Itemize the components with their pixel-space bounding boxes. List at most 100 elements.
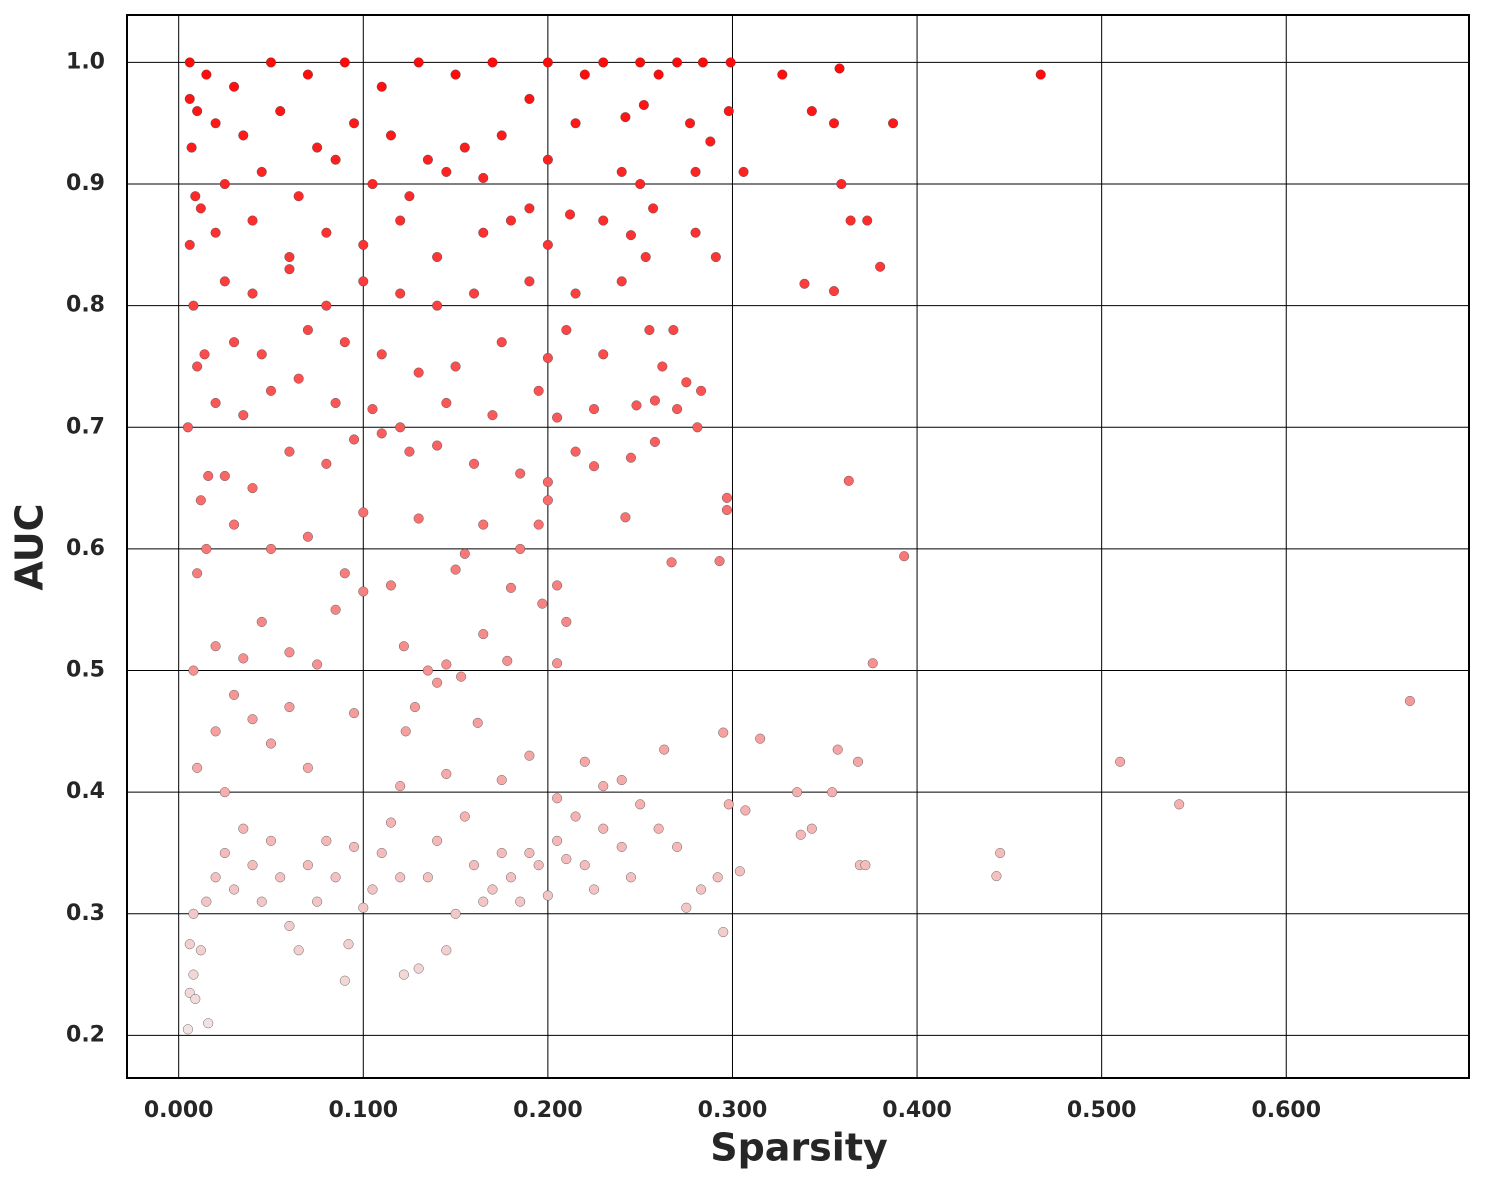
point: [195, 945, 206, 956]
point: [459, 142, 470, 153]
point: [247, 860, 258, 871]
point: [659, 744, 670, 755]
point: [284, 446, 295, 457]
point: [570, 446, 581, 457]
point: [697, 57, 708, 68]
point: [459, 811, 470, 822]
point: [190, 993, 201, 1004]
y-tick-label: 0.8: [66, 293, 105, 318]
y-tick-label: 1.0: [66, 49, 105, 74]
point: [385, 580, 396, 591]
point: [533, 385, 544, 396]
point: [192, 762, 203, 773]
y-tick-label: 0.3: [66, 901, 105, 926]
point: [515, 543, 526, 554]
point: [450, 361, 461, 372]
y-axis-title: AUC: [8, 504, 52, 591]
point: [598, 57, 609, 68]
point: [395, 781, 406, 792]
point: [681, 377, 692, 388]
point: [570, 811, 581, 822]
point: [552, 580, 563, 591]
point: [561, 325, 572, 336]
point: [478, 519, 489, 530]
y-tick-label: 0.4: [66, 779, 105, 804]
point: [395, 215, 406, 226]
point: [302, 860, 313, 871]
point: [860, 860, 871, 871]
y-tick-label: 0.7: [66, 414, 105, 439]
point: [734, 866, 745, 877]
point: [1174, 799, 1185, 810]
point: [533, 860, 544, 871]
point: [275, 106, 286, 117]
point: [422, 665, 433, 676]
point: [635, 179, 646, 190]
point: [991, 871, 1002, 882]
point: [184, 57, 195, 68]
point: [367, 884, 378, 895]
point: [640, 252, 651, 263]
point: [1115, 756, 1126, 767]
point: [589, 884, 600, 895]
point: [843, 475, 854, 486]
point: [625, 230, 636, 241]
point: [472, 717, 483, 728]
point: [265, 57, 276, 68]
point: [312, 659, 323, 670]
point: [321, 835, 332, 846]
point: [450, 69, 461, 80]
x-tick-label: 0.500: [1067, 1098, 1137, 1123]
x-tick-label: 0.000: [144, 1098, 214, 1123]
point: [638, 100, 649, 111]
point: [450, 908, 461, 919]
point: [398, 969, 409, 980]
point: [247, 483, 258, 494]
point: [478, 629, 489, 640]
point: [321, 227, 332, 238]
point: [210, 397, 221, 408]
point: [469, 288, 480, 299]
point: [358, 239, 369, 250]
point: [712, 872, 723, 883]
point: [570, 118, 581, 129]
point: [182, 1024, 193, 1035]
point: [376, 81, 387, 92]
point: [229, 519, 240, 530]
point: [186, 142, 197, 153]
point: [505, 872, 516, 883]
point: [238, 653, 249, 664]
point: [723, 106, 734, 117]
point: [422, 154, 433, 165]
point: [478, 896, 489, 907]
point: [723, 799, 734, 810]
point: [339, 568, 350, 579]
point: [515, 468, 526, 479]
point: [441, 659, 452, 670]
point: [542, 495, 553, 506]
point: [721, 492, 732, 503]
point: [1404, 695, 1415, 706]
point: [542, 477, 553, 488]
point: [184, 939, 195, 950]
point: [229, 884, 240, 895]
point: [284, 702, 295, 713]
point: [1035, 69, 1046, 80]
x-tick-label: 0.300: [698, 1098, 768, 1123]
point: [795, 829, 806, 840]
point: [441, 166, 452, 177]
point: [672, 57, 683, 68]
point: [692, 422, 703, 433]
point: [502, 655, 513, 666]
point: [349, 434, 360, 445]
point: [432, 440, 443, 451]
point: [358, 902, 369, 913]
point: [657, 361, 668, 372]
point: [265, 835, 276, 846]
point: [487, 57, 498, 68]
point: [302, 325, 313, 336]
point: [542, 154, 553, 165]
point: [238, 130, 249, 141]
point: [195, 495, 206, 506]
x-tick-label: 0.600: [1251, 1098, 1321, 1123]
